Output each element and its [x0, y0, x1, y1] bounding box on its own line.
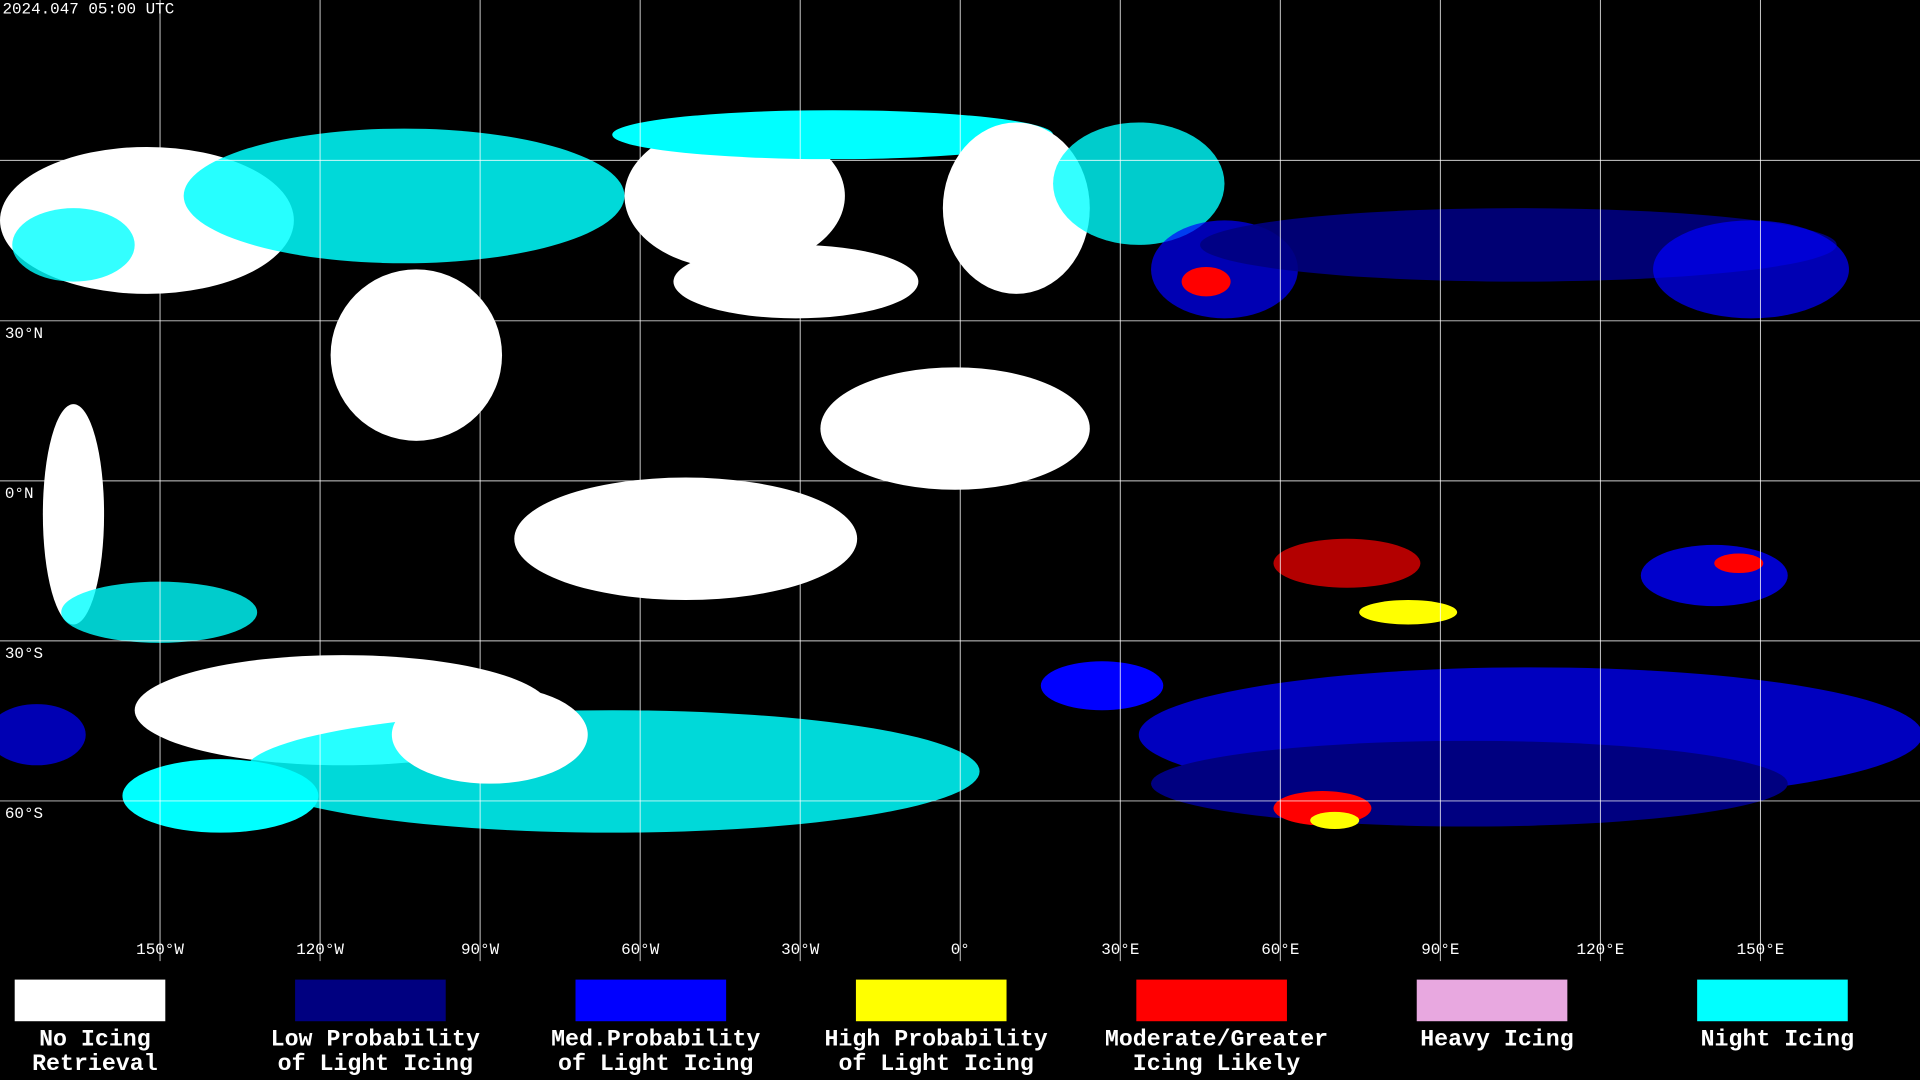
legend-label: Med.Probability: [551, 1027, 760, 1053]
graticule-labels: 150°W 120°W 90°W 60°W 30°W 0° 30°E 60°E 90°E 120°…: [5, 325, 1784, 959]
longitude-label: 90°W: [461, 941, 500, 959]
legend-swatch: [1416, 979, 1568, 1022]
longitude-label: 60°W: [621, 941, 660, 959]
legend-swatch: [295, 979, 446, 1022]
longitude-label: 150°E: [1737, 941, 1785, 959]
legend-label: High Probability: [824, 1027, 1047, 1053]
legend-label: Heavy Icing: [1420, 1027, 1573, 1053]
legend-label: Moderate/Greater: [1105, 1027, 1328, 1053]
legend-swatch: [1136, 979, 1287, 1022]
legend-label: Retrieval: [32, 1051, 158, 1077]
longitude-label: 150°W: [136, 941, 184, 959]
longitude-label: 30°E: [1101, 941, 1139, 959]
longitude-label: 120°W: [296, 941, 344, 959]
legend-label: of Light Icing: [558, 1051, 753, 1077]
legend-label: of Light Icing: [278, 1051, 473, 1077]
legend-label: of Light Icing: [838, 1051, 1033, 1077]
latitude-label: 0°N: [5, 485, 34, 503]
legend-swatch: [1697, 979, 1848, 1022]
longitude-label: 30°W: [781, 941, 820, 959]
longitude-label: 120°E: [1577, 941, 1625, 959]
longitude-label: 0°: [951, 941, 970, 959]
latitude-label: 60°S: [5, 805, 43, 823]
longitude-label: 90°E: [1421, 941, 1459, 959]
legend-label: No Icing: [39, 1027, 151, 1053]
latitude-label: 30°S: [5, 645, 43, 663]
graticule: [0, 0, 1920, 962]
legend-label: Night Icing: [1701, 1027, 1854, 1053]
legend-label: Icing Likely: [1133, 1051, 1300, 1077]
legend-swatch: [14, 979, 166, 1022]
longitude-label: 60°E: [1261, 941, 1299, 959]
legend-label: Low Probability: [271, 1027, 480, 1053]
legend-swatch: [855, 979, 1007, 1022]
legend-swatch: [575, 979, 727, 1022]
timestamp: 2024.047 05:00 UTC: [2, 0, 174, 18]
latitude-label: 30°N: [5, 325, 43, 343]
icing-layer: [0, 208, 1920, 829]
